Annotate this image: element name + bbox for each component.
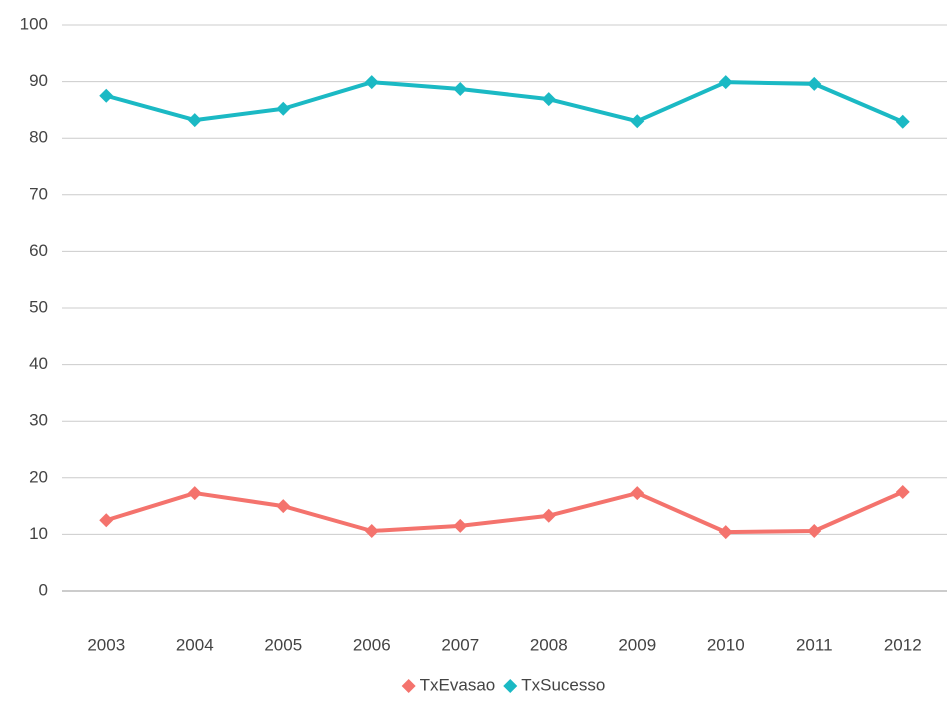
y-tick-label: 80	[29, 128, 48, 147]
point-marker	[276, 499, 291, 514]
y-tick-label: 90	[29, 71, 48, 90]
legend: TxEvasao TxSucesso	[401, 675, 605, 694]
series-line	[105, 490, 904, 535]
point-marker	[187, 113, 202, 128]
y-tick-label: 40	[29, 354, 48, 373]
series-line	[105, 80, 904, 124]
point-marker	[99, 513, 114, 528]
legend-label: TxEvasao	[420, 675, 496, 694]
point-marker	[718, 75, 733, 90]
point-marker	[895, 114, 910, 129]
point-marker	[364, 75, 379, 90]
point-marker	[895, 484, 910, 499]
y-tick-label: 50	[29, 297, 48, 316]
point-marker	[541, 92, 556, 107]
x-tick-label: 2008	[530, 635, 568, 654]
point-marker	[807, 524, 822, 539]
y-tick-label: 100	[20, 14, 48, 33]
x-tick-label: 2007	[441, 635, 479, 654]
legend-label: TxSucesso	[521, 675, 605, 694]
point-marker	[630, 486, 645, 501]
y-tick-label: 10	[29, 524, 48, 543]
point-marker	[187, 486, 202, 501]
y-tick-label: 60	[29, 241, 48, 260]
x-tick-label: 2011	[796, 635, 833, 654]
y-tick-label: 70	[29, 184, 48, 203]
y-tick-label: 30	[29, 411, 48, 430]
y-tick-label: 0	[39, 580, 48, 599]
point-marker	[630, 114, 645, 129]
point-marker	[453, 81, 468, 96]
x-tick-label: 2010	[707, 635, 745, 654]
y-tick-label: 20	[29, 467, 48, 486]
x-tick-label: 2009	[618, 635, 656, 654]
point-marker	[453, 518, 468, 533]
point-marker	[276, 101, 291, 116]
x-tick-label: 2012	[884, 635, 922, 654]
legend-marker	[503, 679, 518, 693]
point-marker	[364, 524, 379, 539]
x-tick-label: 2003	[87, 635, 125, 654]
point-marker	[807, 76, 822, 91]
x-tick-label: 2004	[176, 635, 214, 654]
point-marker	[541, 508, 556, 523]
x-tick-label: 2005	[264, 635, 302, 654]
x-tick-label: 2006	[353, 635, 391, 654]
point-marker	[718, 525, 733, 540]
point-marker	[99, 88, 114, 103]
legend-marker	[401, 679, 416, 693]
